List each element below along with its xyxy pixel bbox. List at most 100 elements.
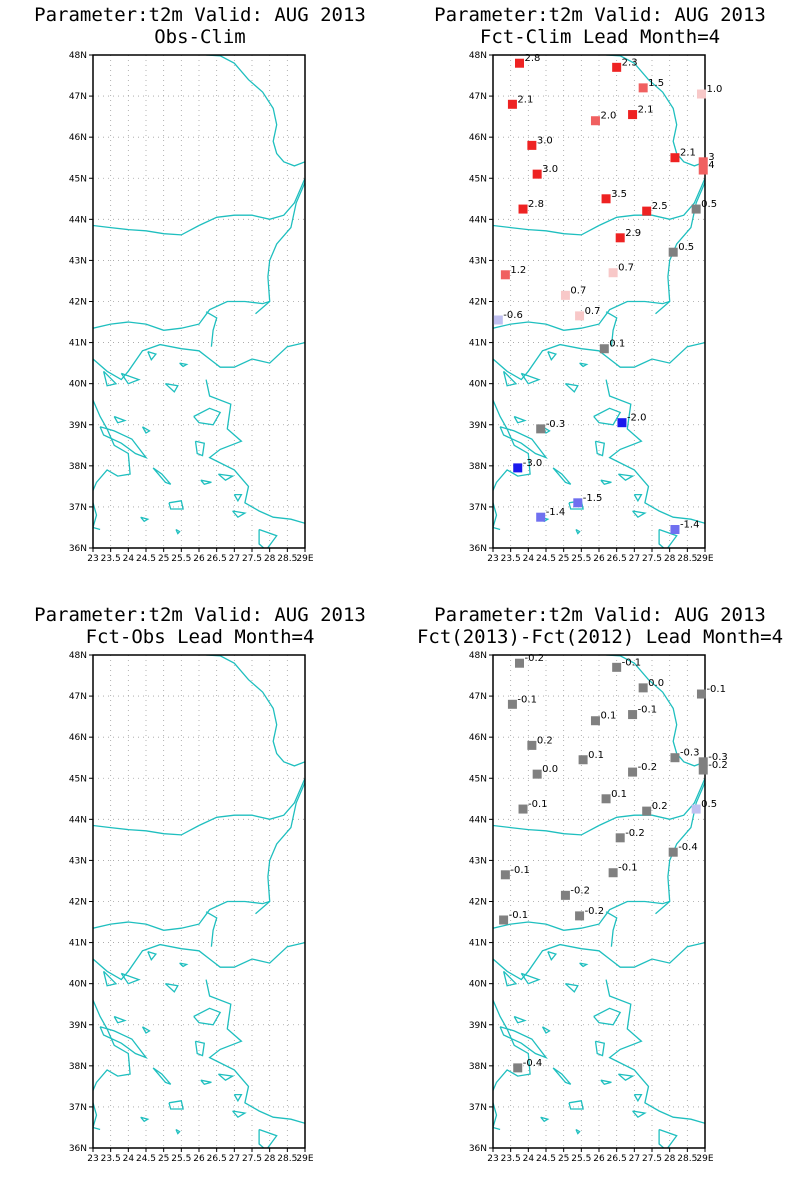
coastline <box>93 900 270 931</box>
station-marker <box>601 794 611 804</box>
lon-tick-label: 24 <box>123 1154 135 1164</box>
coastline <box>605 379 705 524</box>
coastline <box>255 782 305 915</box>
coastline <box>205 979 305 1124</box>
lat-tick-label: 44N <box>69 215 87 225</box>
lon-tick-label: 27.5 <box>242 554 262 564</box>
station-value-label: -0.1 <box>618 863 638 874</box>
lon-tick-label: 24.5 <box>136 554 156 564</box>
station-value-label: 0.0 <box>542 764 558 775</box>
coastline <box>164 383 179 393</box>
station-marker <box>628 710 638 720</box>
panel-fct-diff: Parameter:t2m Valid: AUG 2013 Fct(2013)-… <box>400 600 800 1200</box>
station-marker <box>499 915 509 925</box>
panel-subtitle: Fct-Obs Lead Month=4 <box>85 626 315 648</box>
station-marker <box>560 890 570 900</box>
coastlines <box>93 55 305 548</box>
station-marker <box>500 870 510 880</box>
station-marker <box>493 315 503 325</box>
station-marker <box>698 765 708 775</box>
lat-tick-label: 45N <box>69 774 87 784</box>
grid <box>492 654 706 1149</box>
coastline <box>194 1040 206 1057</box>
coastline <box>493 178 705 236</box>
station-marker <box>513 463 523 473</box>
lon-tick-label: 28 <box>664 554 676 564</box>
station-value-label: 2.3 <box>622 57 638 68</box>
station-value-label: -0.3 <box>680 748 700 759</box>
coastline <box>217 1073 235 1081</box>
coastline <box>258 528 278 548</box>
lat-tick-label: 44N <box>469 215 487 225</box>
lon-tick-label: 25.5 <box>171 554 191 564</box>
station-marker <box>590 716 600 726</box>
station-marker <box>527 740 537 750</box>
station-value-label: -2.0 <box>627 413 647 424</box>
map-plot: 48N47N46N45N44N43N42N41N40N39N38N37N36N2… <box>469 51 723 564</box>
coastline <box>493 1102 501 1131</box>
lon-tick-label: 23 <box>487 554 498 564</box>
lat-tick-label: 47N <box>69 692 87 702</box>
lon-tick-label: 25 <box>558 554 569 564</box>
station-marker <box>532 769 542 779</box>
station-marker <box>608 268 618 278</box>
lat-tick-label: 36N <box>469 544 487 554</box>
station-value-label: 0.1 <box>588 750 604 761</box>
lat-tick-label: 38N <box>69 462 87 472</box>
coastline <box>606 55 705 167</box>
station-marker <box>515 658 524 668</box>
coastline <box>600 1079 612 1086</box>
station-marker <box>698 757 708 767</box>
panel-title-line1: Parameter:t2m Valid: AUG 2013 <box>34 604 366 626</box>
coastline <box>113 415 127 424</box>
lat-tick-label: 41N <box>469 339 487 349</box>
lon-tick-label: 25 <box>158 554 169 564</box>
lat-tick-label: 43N <box>69 856 87 866</box>
lat-tick-label: 45N <box>69 174 87 184</box>
station-value-label: -0.2 <box>708 760 728 771</box>
coastline <box>513 1015 527 1024</box>
coastline <box>152 1067 172 1085</box>
coastline <box>93 178 305 236</box>
lat-tick-label: 43N <box>69 256 87 266</box>
coastline <box>140 1116 150 1123</box>
panel-title-line1: Parameter:t2m Valid: AUG 2013 <box>434 604 766 626</box>
coastline <box>593 407 622 426</box>
lat-tick-label: 38N <box>469 1062 487 1072</box>
lat-tick-label: 37N <box>69 503 87 513</box>
station-marker <box>536 512 546 522</box>
station-marker <box>601 194 611 204</box>
lat-tick-label: 45N <box>469 174 487 184</box>
lat-tick-label: 48N <box>469 51 487 61</box>
lon-tick-label: 23.5 <box>501 1154 521 1164</box>
map-plot: 48N47N46N45N44N43N42N41N40N39N38N37N36N2… <box>69 651 314 1164</box>
lon-tick-label: 26.5 <box>607 554 627 564</box>
lon-tick-label: 24 <box>123 554 135 564</box>
lat-tick-label: 45N <box>469 774 487 784</box>
lon-tick-label: 26.5 <box>207 554 227 564</box>
lat-tick-label: 38N <box>469 462 487 472</box>
lon-tick-label: 24 <box>523 1154 535 1164</box>
coastline <box>633 1093 643 1103</box>
station-marker <box>696 689 706 699</box>
lon-tick-label: 29E <box>296 1154 313 1164</box>
station-marker <box>575 311 585 321</box>
coastline <box>93 300 270 331</box>
station-value-label: 2.1 <box>517 94 533 105</box>
coastline <box>93 502 101 531</box>
lon-tick-label: 26.5 <box>607 1154 627 1164</box>
coastline <box>594 1040 606 1057</box>
lat-tick-label: 48N <box>469 651 487 661</box>
station-value-label: 3 <box>708 152 714 163</box>
coastline <box>617 473 635 481</box>
coastline <box>632 510 647 519</box>
station-value-label: -0.1 <box>622 657 642 668</box>
station-marker <box>515 58 524 68</box>
lon-tick-label: 24.5 <box>536 554 556 564</box>
station-value-label: -0.2 <box>525 653 545 664</box>
lat-tick-label: 38N <box>69 1062 87 1072</box>
coastline <box>493 999 531 1091</box>
station-marker <box>612 662 622 672</box>
coastline <box>617 1073 635 1081</box>
station-marker <box>518 204 528 214</box>
